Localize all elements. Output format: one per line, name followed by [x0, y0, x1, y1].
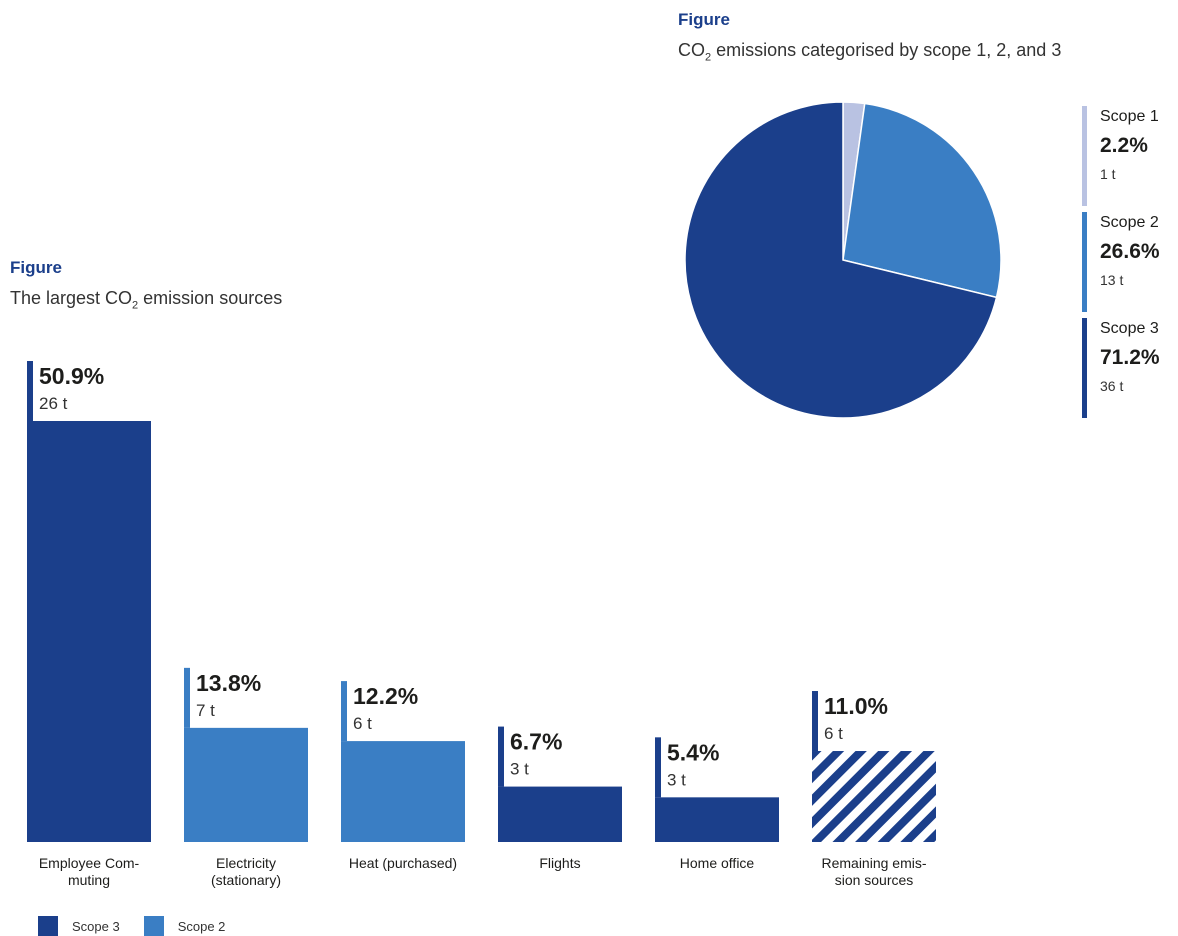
- bar-title-post: emission sources: [138, 288, 283, 308]
- bar-label-stripe: [498, 726, 504, 787]
- legend-scope-amount: 13 t: [1100, 272, 1124, 288]
- bar-label-stripe: [655, 737, 661, 798]
- legend-swatch-scope2: [143, 916, 164, 936]
- bar-amount-label: 3 t: [510, 760, 529, 779]
- bar: [184, 727, 308, 842]
- bar-amount-label: 6 t: [353, 714, 372, 733]
- bar-amount-label: 7 t: [196, 701, 215, 720]
- bar-amount-label: 3 t: [667, 770, 686, 789]
- bar-legend: Scope 3 Scope 2: [38, 916, 249, 936]
- pie-figure-title: CO2 emissions categorised by scope 1, 2,…: [678, 40, 1061, 64]
- pie-legend-scope3: Scope 3 71.2% 36 t: [1082, 318, 1178, 424]
- bar: [655, 797, 779, 842]
- bar-label-stripe: [341, 681, 347, 742]
- pie-legend-scope1: Scope 1 2.2% 1 t: [1082, 106, 1178, 212]
- bar: [498, 786, 622, 842]
- bar-label-stripe: [27, 361, 33, 421]
- legend-label-scope3: Scope 3: [72, 918, 120, 934]
- category-label: sion sources: [835, 872, 914, 888]
- pie-title-post: emissions categorised by scope 1, 2, and…: [711, 40, 1062, 60]
- bar-title-pre: The largest CO: [10, 288, 133, 308]
- legend-scope-percent: 2.2%: [1100, 134, 1148, 157]
- category-label: Home office: [680, 855, 755, 871]
- bar-percent-label: 12.2%: [353, 683, 418, 709]
- pie-title-sub: 2: [705, 51, 712, 64]
- bar-amount-label: 6 t: [824, 724, 843, 743]
- pie-title-pre: CO: [678, 40, 705, 60]
- bar-title-sub: 2: [132, 299, 139, 312]
- category-label: muting: [68, 872, 110, 888]
- pie-slice-scope2: [842, 102, 1002, 299]
- bar-figure-title: The largest CO2 emission sources: [10, 288, 282, 312]
- bar-percent-label: 6.7%: [510, 729, 562, 755]
- bar-percent-label: 5.4%: [667, 739, 719, 765]
- legend-scope-name: Scope 2: [1100, 214, 1159, 231]
- bar-percent-label: 13.8%: [196, 670, 261, 696]
- bar-label-stripe: [812, 691, 818, 752]
- category-label: Flights: [539, 855, 580, 871]
- legend-label-scope2: Scope 2: [177, 918, 226, 934]
- legend-scope-percent: 26.6%: [1100, 240, 1160, 263]
- legend-scope-amount: 36 t: [1100, 378, 1124, 394]
- bar-chart: 50.9% 26 t Employee Com-muting 13.8% 7 t Elec…: [27, 361, 936, 888]
- legend-scope-name: Scope 3: [1100, 320, 1159, 337]
- category-label: Remaining emis-: [821, 855, 926, 871]
- pie-legend: Scope 1 2.2% 1 t Scope 2 26.6% 13 t Scop…: [1082, 106, 1178, 424]
- category-label: Employee Com-: [39, 855, 140, 871]
- bar-figure-label: Figure: [10, 258, 62, 277]
- legend-color-stripe: [1082, 212, 1087, 312]
- legend-color-stripe: [1082, 318, 1087, 418]
- bar-amount-label: 26 t: [39, 394, 68, 413]
- category-label: Heat (purchased): [349, 855, 457, 871]
- bar-percent-label: 11.0%: [824, 693, 888, 719]
- bar: [27, 421, 151, 842]
- pie-legend-scope2: Scope 2 26.6% 13 t: [1082, 212, 1178, 318]
- legend-scope-percent: 71.2%: [1100, 346, 1160, 369]
- legend-swatch-scope3: [38, 916, 58, 936]
- pie-slice-scope3: [684, 101, 998, 419]
- category-label: Electricity: [216, 855, 276, 871]
- bar: [341, 741, 465, 842]
- legend-color-stripe: [1082, 106, 1087, 206]
- pie-figure-label: Figure: [678, 10, 730, 29]
- legend-scope-amount: 1 t: [1100, 166, 1116, 182]
- bar-label-stripe: [184, 667, 190, 728]
- legend-scope-name: Scope 1: [1100, 108, 1159, 125]
- bar-percent-label: 50.9%: [39, 363, 104, 389]
- bar: [812, 751, 936, 842]
- category-label: (stationary): [211, 872, 281, 888]
